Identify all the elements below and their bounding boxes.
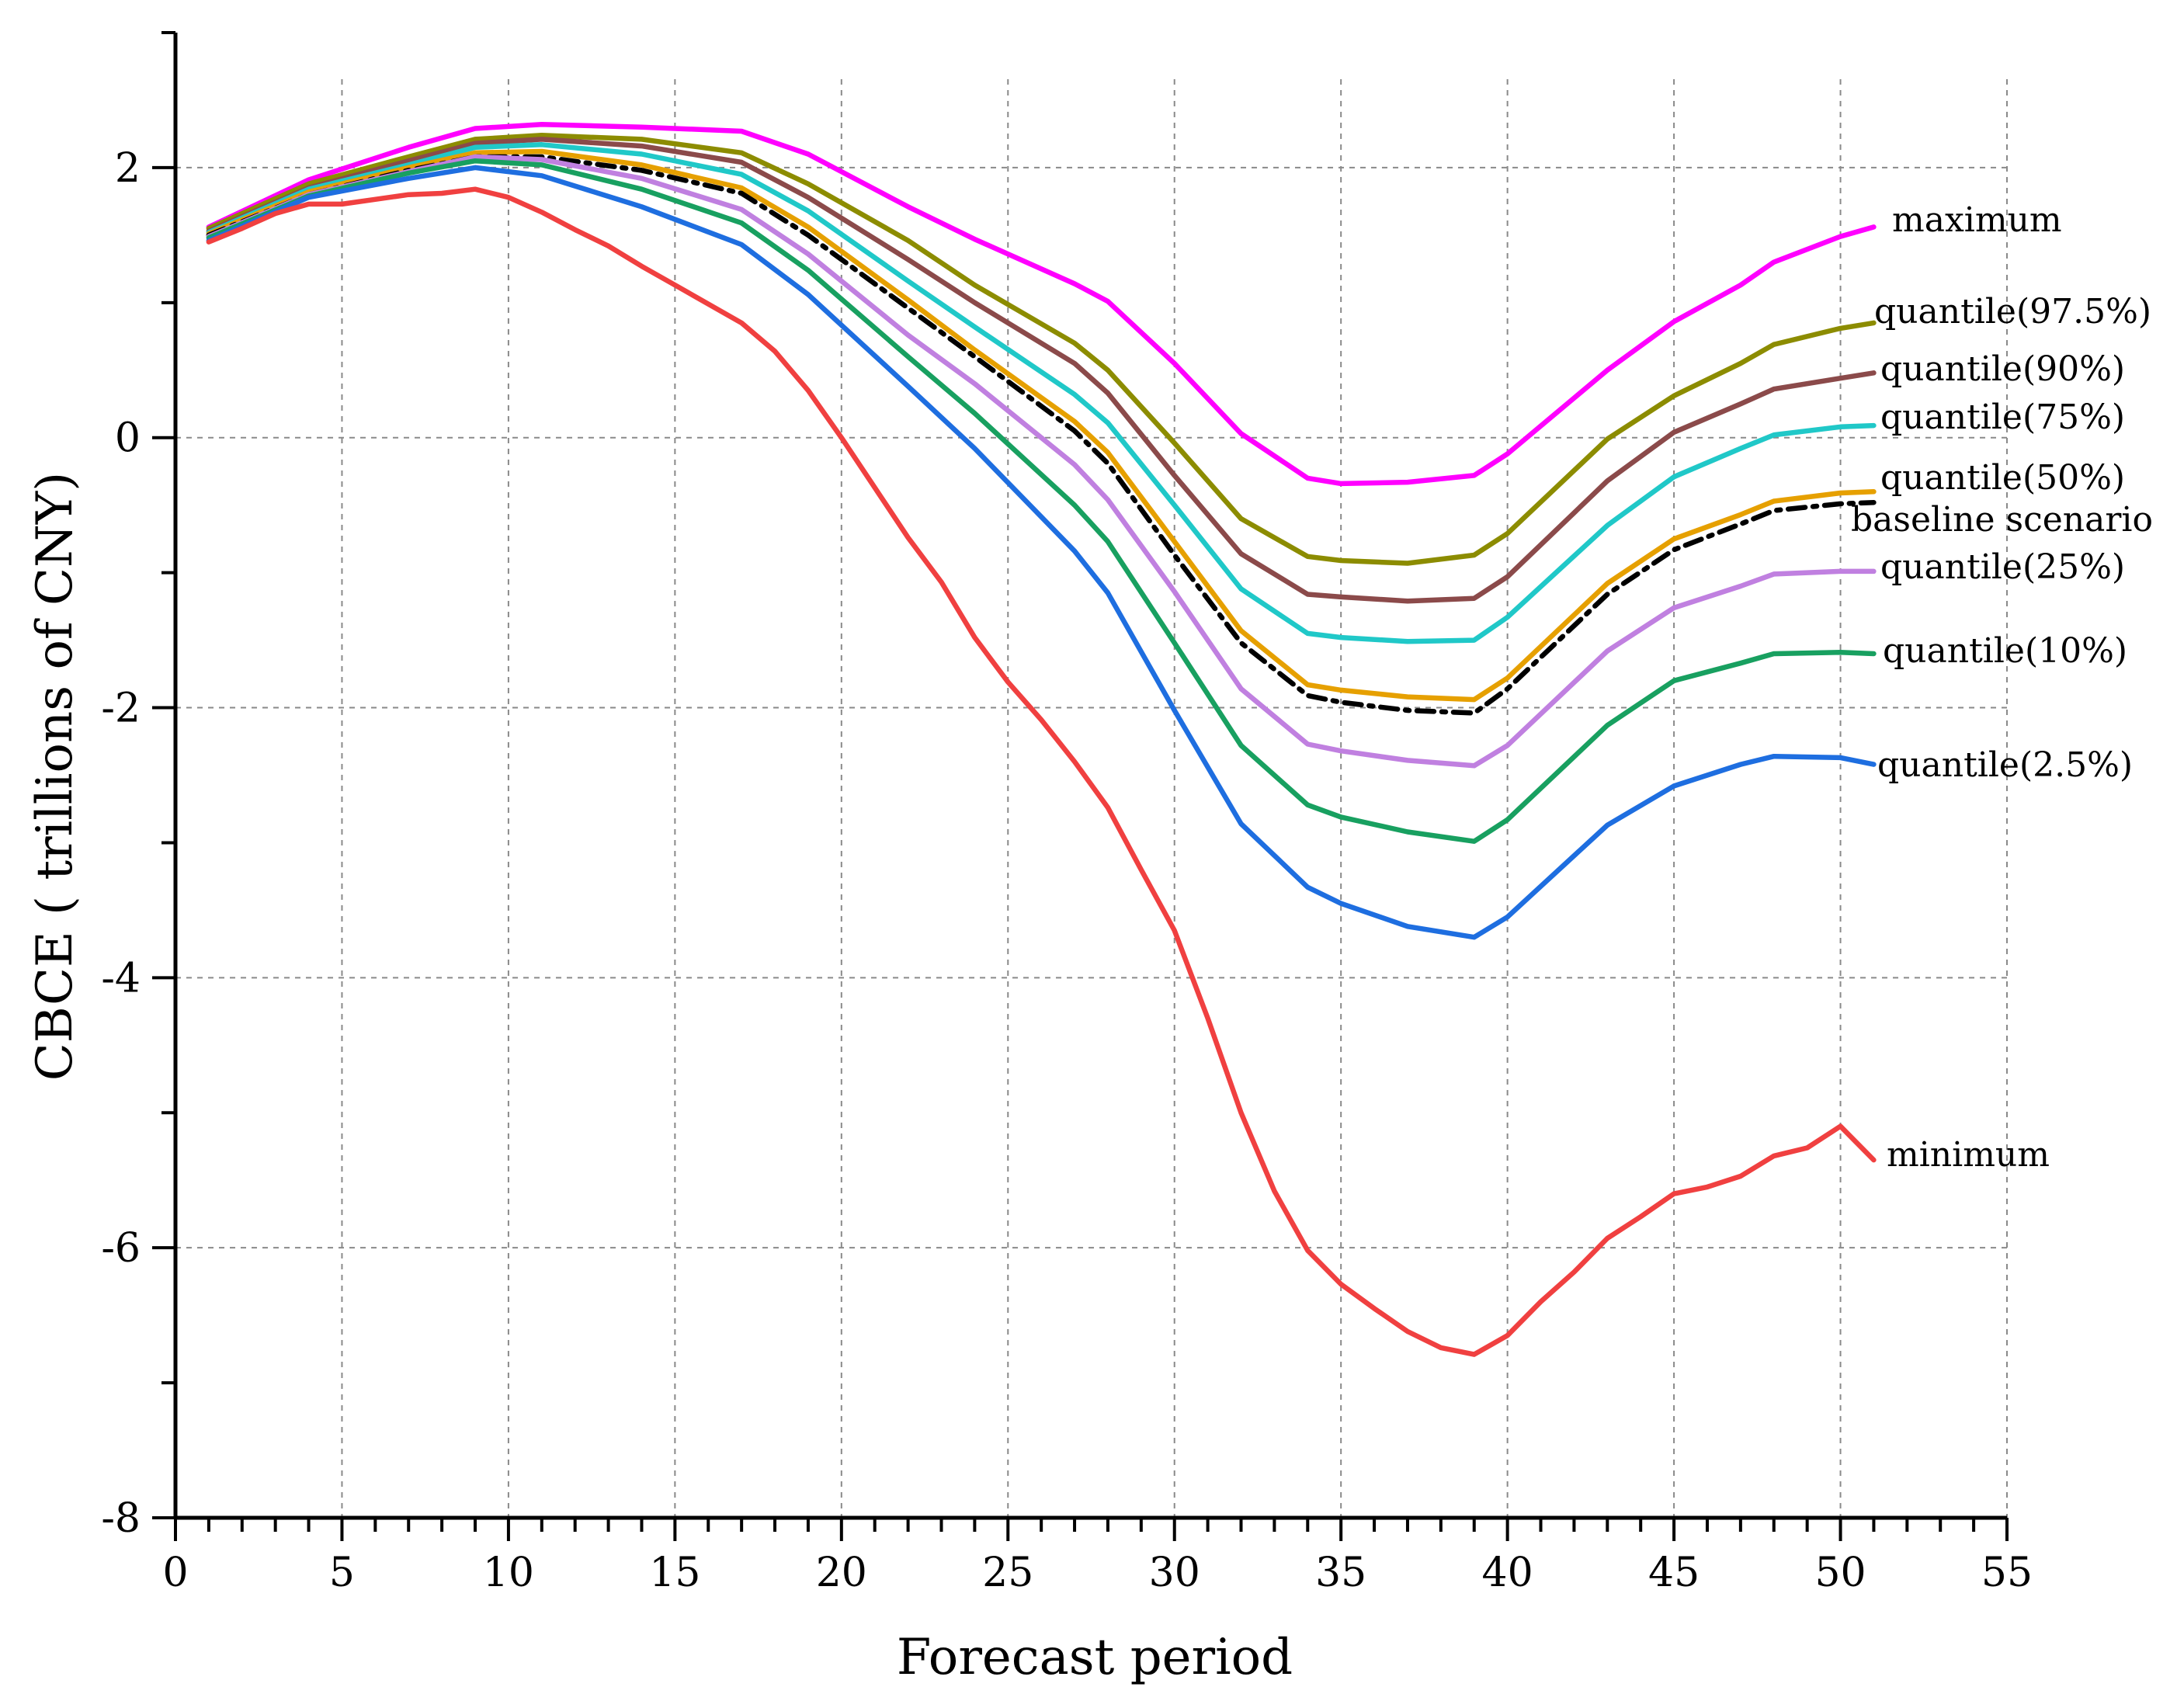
series-line-quantile-97-5 <box>206 132 1877 566</box>
series-label-quantile-25: quantile(25%) <box>1880 547 2125 587</box>
x-tick-label-30: 30 <box>1149 1550 1200 1596</box>
series-line-quantile-90 <box>206 137 1877 604</box>
series-label-baseline-scenario: baseline scenario <box>1851 500 2153 540</box>
tick-marks <box>152 31 2009 1541</box>
series-label-quantile-97-5: quantile(97.5%) <box>1874 292 2151 332</box>
axes <box>173 33 2007 1520</box>
x-tick-label-15: 15 <box>649 1550 700 1596</box>
series-label-quantile-10: quantile(10%) <box>1883 631 2127 671</box>
series-line-quantile-75 <box>206 142 1877 644</box>
series-line-quantile-2-5 <box>206 165 1877 940</box>
x-tick-label-5: 5 <box>329 1550 355 1596</box>
grid-lines <box>175 79 2008 1518</box>
x-tick-label-45: 45 <box>1648 1550 1700 1596</box>
x-tick-label-0: 0 <box>162 1550 188 1596</box>
series-label-quantile-90: quantile(90%) <box>1880 349 2125 389</box>
y-tick-label-2: 2 <box>115 145 141 192</box>
y-axis-title: CBCE ( trillions of CNY) <box>26 472 84 1081</box>
series-line-maximum <box>206 122 1877 487</box>
series-label-quantile-75: quantile(75%) <box>1880 397 2125 437</box>
y-tick-label-0: 0 <box>115 415 141 462</box>
x-tick-label-50: 50 <box>1814 1550 1866 1596</box>
y-tick-label--4: -4 <box>101 955 141 1002</box>
series-line-quantile-10 <box>206 158 1877 844</box>
x-tick-label-35: 35 <box>1315 1550 1366 1596</box>
x-tick-label-25: 25 <box>982 1550 1033 1596</box>
y-tick-label--6: -6 <box>101 1225 141 1272</box>
series-label-minimum: minimum <box>1887 1135 2050 1175</box>
x-tick-label-55: 55 <box>1981 1550 2033 1596</box>
x-tick-label-20: 20 <box>816 1550 867 1596</box>
x-tick-label-10: 10 <box>483 1550 534 1596</box>
series-label-maximum: maximum <box>1892 200 2062 240</box>
series-label-quantile-50: quantile(50%) <box>1880 458 2125 498</box>
series-line-quantile-25 <box>206 154 1877 769</box>
y-tick-label--8: -8 <box>101 1495 141 1542</box>
tick-labels: 0 5 10 15 20 25 30 35 40 45 50 55 -8 -6 -4 -2 0 2 <box>101 145 2033 1596</box>
series-lines <box>206 122 1877 1357</box>
series-label-quantile-2-5: quantile(2.5%) <box>1877 745 2133 785</box>
y-tick-label--2: -2 <box>101 686 141 732</box>
x-tick-label-40: 40 <box>1482 1550 1533 1596</box>
series-labels: maximum quantile(97.5%) quantile(90%) quant… <box>1851 200 2153 1175</box>
x-axis-title: Forecast period <box>897 1629 1293 1686</box>
series-line-baseline-scenario <box>206 154 1877 716</box>
series-line-quantile-50 <box>206 148 1877 703</box>
series-line-minimum <box>206 186 1877 1357</box>
